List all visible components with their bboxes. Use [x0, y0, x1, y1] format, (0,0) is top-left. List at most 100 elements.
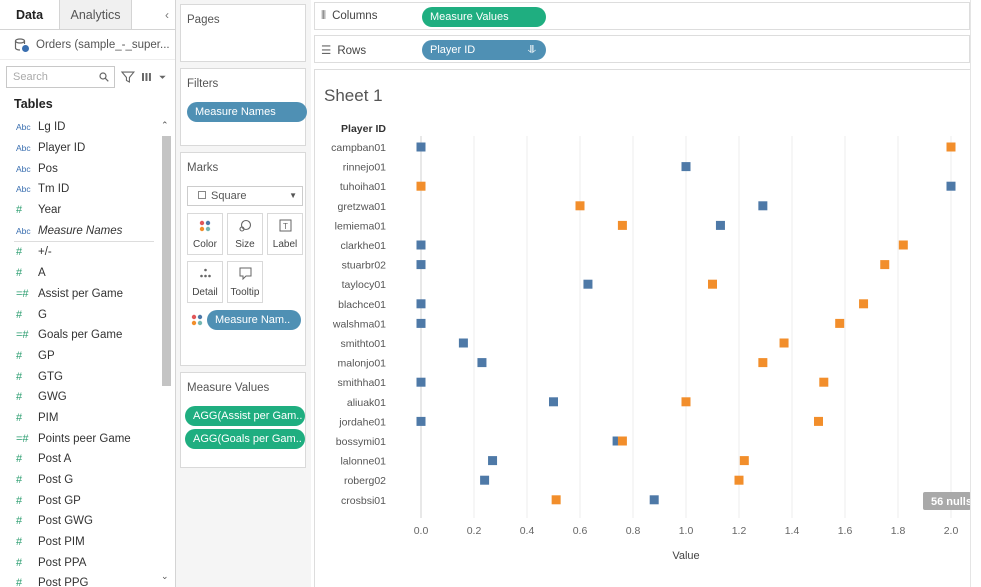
field-label: GWG [38, 391, 67, 404]
field-label: Points peer Game [38, 432, 131, 445]
field-item[interactable]: =# Assist per Game [0, 284, 158, 305]
field-item[interactable]: Abc Lg ID [0, 117, 158, 138]
measure-pill-assist[interactable]: AGG(Assist per Gam.. [185, 406, 305, 426]
filter-icon[interactable] [121, 70, 136, 84]
number-type-icon: =# [16, 432, 29, 445]
measure-pill-goals[interactable]: AGG(Goals per Gam.. [185, 429, 305, 449]
detail-button[interactable]: Detail [187, 261, 223, 303]
category-label: roberg02 [344, 475, 386, 487]
field-item[interactable]: =# Goals per Game [0, 325, 158, 346]
label-button[interactable]: T Label [267, 213, 303, 255]
field-item[interactable]: # PIM [0, 408, 158, 429]
number-type-icon: # [16, 411, 23, 424]
number-type-icon: # [16, 577, 23, 587]
viz-area: Sheet 1 0.0 0.2 0.4 0.6 0.8 1.0 1.2 1.4 1.6 1.8 2.… [314, 69, 971, 587]
chevron-down-icon[interactable] [158, 70, 167, 84]
data-point [758, 201, 768, 211]
filter-pill-measure-names[interactable]: Measure Names [187, 102, 307, 122]
data-point [617, 436, 627, 446]
field-item[interactable]: # Post PPG [0, 573, 158, 587]
field-item[interactable]: # GTG [0, 366, 158, 387]
string-type-icon: Abc [16, 163, 31, 174]
scroll-down-icon[interactable]: ⌄ [161, 571, 169, 581]
x-tick-label: 0.4 [520, 525, 535, 537]
field-item[interactable]: # +/- [0, 242, 158, 263]
x-tick-label: 0.8 [626, 525, 641, 537]
collapse-pane-icon[interactable]: ‹ [165, 8, 169, 22]
tooltip-icon [228, 265, 262, 287]
search-input[interactable]: Search [6, 66, 116, 88]
data-point [708, 279, 717, 289]
category-label: campban01 [331, 142, 386, 154]
mark-type-select[interactable]: Square ▼ [187, 186, 303, 206]
field-item[interactable]: Abc Pos [0, 158, 158, 179]
field-label: Year [38, 204, 62, 217]
datasource-item[interactable]: Orders (sample_-_super... [0, 30, 175, 60]
category-label: stuarbr02 [342, 260, 387, 272]
x-tick-label: 1.2 [732, 525, 747, 537]
number-type-icon: # [16, 494, 23, 507]
field-item[interactable]: # Post GWG [0, 511, 158, 532]
field-label: PIM [38, 411, 59, 424]
number-type-icon: # [16, 515, 23, 528]
number-type-icon: # [16, 536, 23, 549]
number-type-icon: =# [16, 287, 29, 300]
scatter-chart: 0.0 0.2 0.4 0.6 0.8 1.0 1.2 1.4 1.6 1.8 2.0 Value Pl… [331, 123, 971, 562]
field-item[interactable]: # GP [0, 346, 158, 367]
data-point [551, 495, 561, 505]
scroll-up-icon[interactable]: ⌃ [161, 120, 169, 130]
columns-icon: ⦀ [321, 10, 327, 22]
field-item[interactable]: # G [0, 304, 158, 325]
tab-analytics[interactable]: Analytics [60, 0, 132, 29]
view-options-icon[interactable] [141, 70, 155, 84]
number-type-icon: # [16, 246, 23, 259]
x-tick-label: 0.0 [414, 525, 429, 537]
field-item[interactable]: # A [0, 263, 158, 284]
field-label: Post PPA [38, 556, 87, 569]
category-label: aliuak01 [347, 397, 386, 409]
field-item[interactable]: # Post G [0, 470, 158, 491]
field-item[interactable]: # GWG [0, 387, 158, 408]
field-label: GTG [38, 370, 63, 383]
columns-shelf[interactable]: ⦀ Columns Measure Values [314, 2, 970, 30]
number-type-icon: # [16, 370, 23, 383]
size-icon [228, 217, 262, 239]
x-tick-label: 1.4 [785, 525, 800, 537]
color-button[interactable]: Color [187, 213, 223, 255]
right-edge-scrollbar[interactable] [970, 0, 981, 587]
color-pill-measure-names[interactable]: Measure Nam.. [207, 310, 301, 330]
filters-card[interactable]: Filters Measure Names [180, 68, 307, 146]
sort-icon[interactable]: ⥥ [528, 44, 536, 56]
tab-data[interactable]: Data [0, 0, 60, 29]
field-item[interactable]: # Post PIM [0, 532, 158, 553]
data-point [488, 456, 498, 466]
search-placeholder: Search [13, 71, 48, 83]
field-item[interactable]: Abc Tm ID [0, 179, 158, 200]
size-button[interactable]: Size [227, 213, 263, 255]
field-item[interactable]: # Post A [0, 449, 158, 470]
search-row: Search [6, 66, 167, 88]
field-item[interactable]: Abc Player ID [0, 138, 158, 159]
filters-label: Filters [187, 78, 219, 90]
field-item[interactable]: # Post GP [0, 490, 158, 511]
columns-pill-measure-values[interactable]: Measure Values [422, 7, 546, 27]
data-point [739, 456, 749, 466]
field-scrollbar[interactable]: ⌃ ⌄ [160, 120, 172, 582]
scroll-thumb[interactable] [162, 136, 171, 386]
field-item[interactable]: # Post PPA [0, 552, 158, 573]
detail-icon [188, 265, 222, 287]
field-item[interactable]: # Year [0, 200, 158, 221]
field-list: Abc Lg ID Abc Player ID Abc Pos Abc Tm ID # Year A… [0, 117, 158, 587]
data-point [946, 181, 956, 191]
data-pane: Data Analytics ‹ Orders (sample_-_super.… [0, 0, 176, 587]
rows-pill-player-id[interactable]: Player ID ⥥ [422, 40, 546, 60]
x-axis-label: Value [672, 550, 699, 562]
marks-card: Marks Square ▼ Color Size T Label Detail… [180, 152, 306, 366]
pages-card[interactable]: Pages [180, 4, 306, 62]
field-item[interactable]: =# Points peer Game [0, 428, 158, 449]
data-point [835, 318, 845, 328]
field-item[interactable]: Abc Measure Names [0, 220, 158, 241]
rows-shelf[interactable]: ☰ Rows Player ID ⥥ [314, 35, 970, 63]
tooltip-button[interactable]: Tooltip [227, 261, 263, 303]
number-type-icon: # [16, 453, 23, 466]
